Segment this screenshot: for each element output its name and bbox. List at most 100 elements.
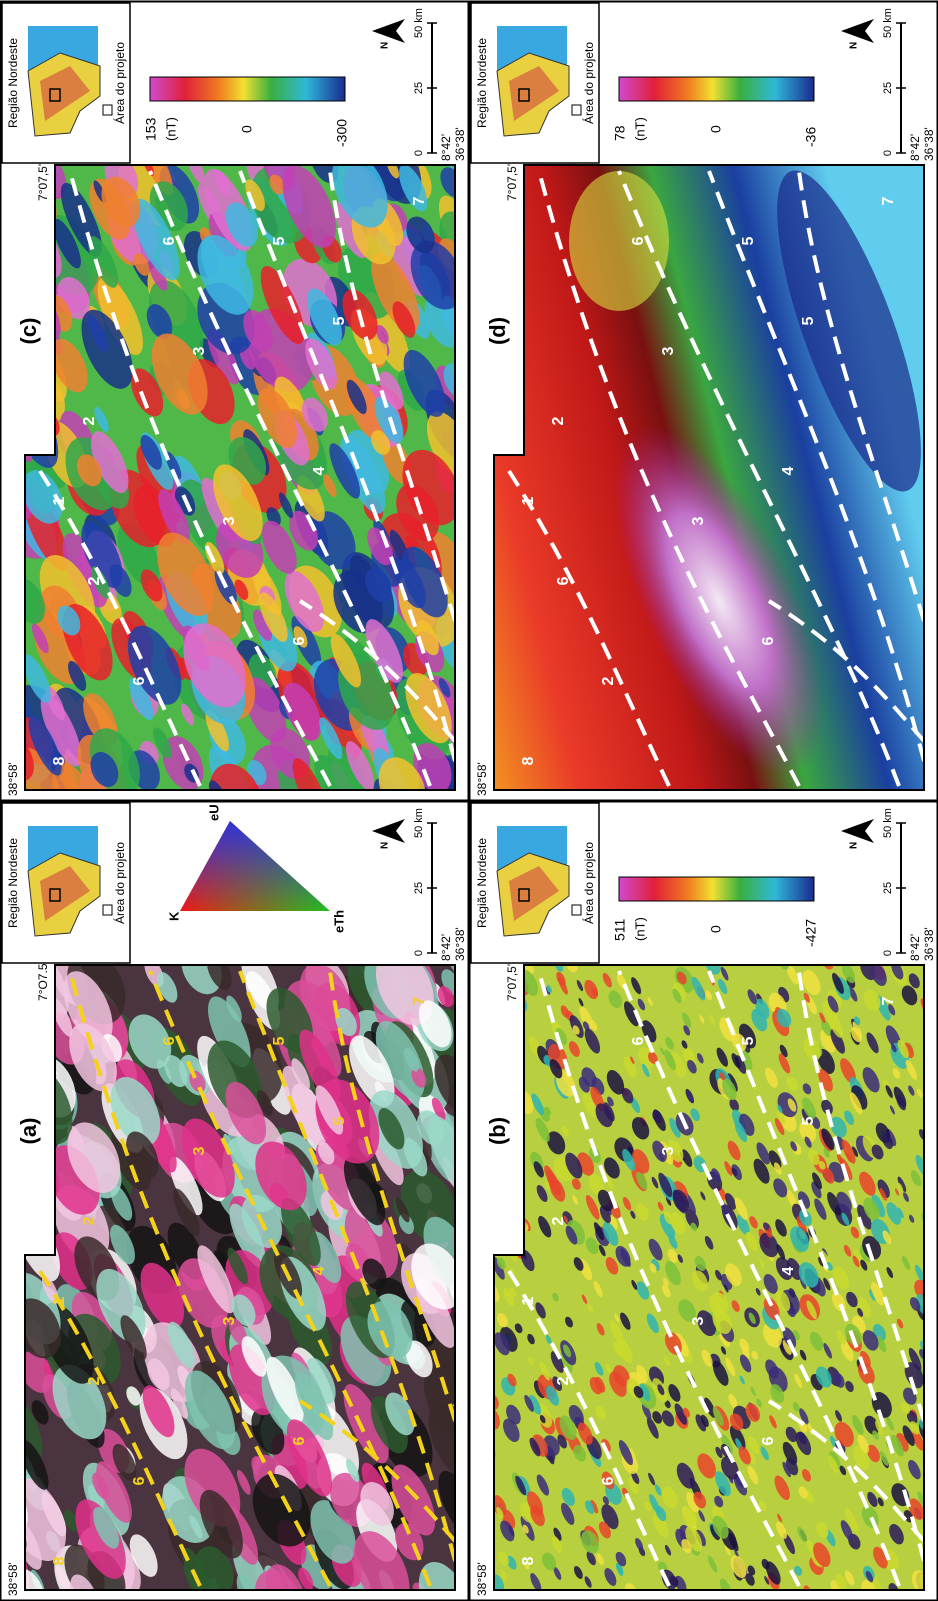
zone-number: 6 [131,676,148,685]
zone-number: 6 [555,576,572,585]
panel: 8621263435657(c)38°58'7°07,5'8°42'36°38'… [0,2,488,840]
map-texture [461,1000,482,1028]
map-texture [3,443,27,476]
scale-label: 50 km [413,8,425,38]
north-arrow [372,19,405,43]
panel: 8621263435657(a)38°58'7°O7.58°42'36°38'R… [0,802,499,1601]
scale-label: 50 km [882,808,894,838]
map-texture [497,1174,521,1204]
map-texture [482,1533,489,1543]
map-texture [0,1186,22,1233]
colorbar [150,77,345,101]
map-texture [477,1033,500,1059]
zone-number: 6 [630,1036,647,1045]
zone-number: 7 [411,196,428,205]
map-texture [498,1235,506,1245]
colorbar-unit: (nT) [632,917,647,941]
scale-label: 25 [413,82,425,94]
zone-number: 6 [131,1476,148,1485]
map-texture [472,1322,483,1339]
panel-label: (d) [485,317,510,345]
map-texture [484,1006,497,1022]
zone-number: 8 [520,756,537,765]
zone-number: 5 [331,1116,348,1125]
inset-caption: Área do projeto [112,842,127,924]
map-texture [0,509,25,554]
map-texture [510,1008,520,1021]
colorbar-label: 0 [708,125,724,133]
zone-number: 3 [221,1316,238,1325]
scale-label: 25 [413,882,425,894]
map-texture [0,513,24,558]
coord-label: 7°O7.5 [36,963,50,1001]
map-texture [495,1185,513,1207]
zone-number: 1 [520,1296,537,1305]
panel-label: (a) [16,1118,41,1145]
north-label: N [849,842,860,849]
inset-caption: Área do projeto [581,42,596,124]
map-texture [485,980,501,1003]
zone-number: 1 [51,496,68,505]
colorbar-label: -427 [803,919,819,947]
zone-number: 2 [86,576,103,585]
colorbar-label: 0 [239,125,255,133]
coord-label: 7°07,5' [505,964,519,1001]
scale-label: 0 [413,150,425,156]
map-texture [474,1328,490,1348]
map-texture [473,1089,485,1106]
map-texture [6,370,29,403]
zone-number: 2 [555,1376,572,1385]
colorbar-label: 511 [612,918,628,941]
map-texture [469,1366,480,1380]
map-texture [473,974,490,996]
map-texture [507,1012,520,1027]
scale-label: 0 [882,150,894,156]
map-texture [0,1171,35,1224]
map-texture [472,1232,496,1262]
zone-number: 2 [81,1216,98,1225]
figure: 8621263435657(a)38°58'7°O7.58°42'36°38'R… [0,0,938,1601]
zone-number: 5 [740,1036,757,1045]
zone-number: 2 [550,416,567,425]
panel-label: (c) [16,318,41,345]
coord-label: 8°42' [439,934,453,961]
map: 8621263435657 [458,946,938,1601]
map-texture [510,1188,523,1204]
coord-label: 36°38' [453,927,467,961]
map-texture [477,1098,485,1108]
map-texture [20,1040,58,1087]
map-texture [481,993,501,1018]
colorbar-unit: (nT) [632,117,647,141]
colorbar-unit: (nT) [163,117,178,141]
zone-number: 6 [161,236,178,245]
colorbar-label: 78 [612,125,628,141]
ternary-label: eU [206,804,221,821]
map-texture [474,1347,490,1368]
map: 8621263435657 [0,935,499,1601]
zone-number: 3 [191,1146,208,1155]
map-texture [0,996,13,1028]
map-texture [604,1589,619,1601]
coord-label: 38°58' [475,762,489,796]
map-texture [1,191,30,228]
coord-label: 7°07,5' [36,164,50,201]
map-texture [596,1591,609,1601]
coord-label: 38°58' [6,762,20,796]
zone-number: 1 [520,496,537,505]
zone-number: 5 [800,316,817,325]
scale-label: 50 km [882,8,894,38]
inset-title: Região Nordeste [475,838,489,928]
ternary-triangle-overlay [180,821,330,911]
map: 8261263435657 [469,156,938,805]
zone-number: 5 [740,236,757,245]
map-texture [464,1268,481,1293]
zone-number: 5 [331,316,348,325]
page: 8621263435657(a)38°58'7°O7.58°42'36°38'R… [0,0,938,1601]
map-anomaly [569,171,669,311]
zone-number: 2 [550,1216,567,1225]
map-texture [0,1011,57,1104]
colorbar-label: 153 [143,117,159,141]
coord-label: 8°42' [908,934,922,961]
zone-number: 4 [780,466,797,475]
zone-number: 1 [51,1296,68,1305]
